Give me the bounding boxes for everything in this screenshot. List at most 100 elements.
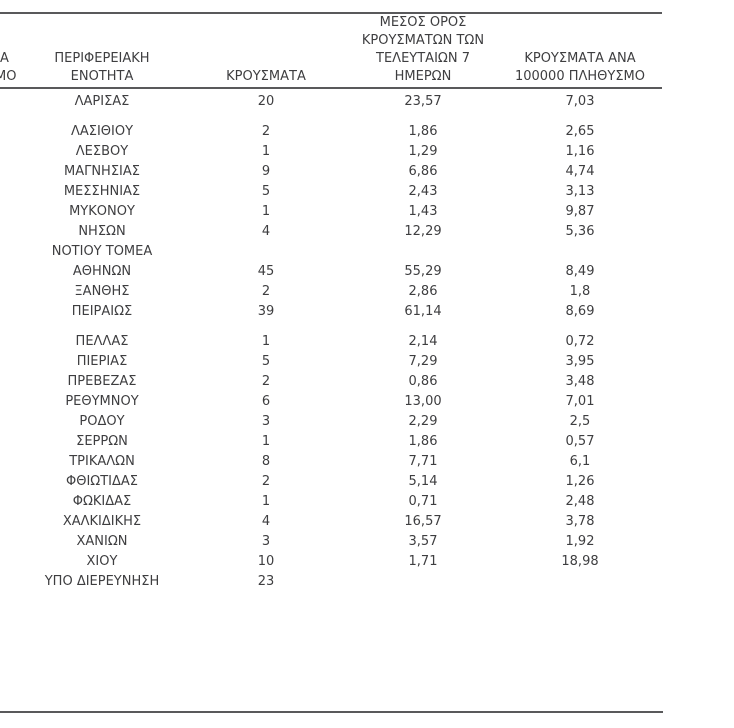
cell-avg7-value: 1,86 (408, 124, 438, 139)
cell-cases-value: 4 (261, 224, 271, 239)
cell-avg7-value: 0,86 (408, 374, 438, 389)
region-name-line: ΛΑΣΙΘΙΟΥ (70, 124, 134, 139)
column-header-cases: ΚΡΟΥΣΜΑΤΑ (216, 68, 316, 86)
table-row: ΠΡΕΒΕΖΑΣ 2 0,86 3,48 (0, 372, 663, 392)
cell-per100k-value: 3,13 (565, 184, 595, 199)
cell-avg7-value: 13,00 (404, 394, 442, 409)
cell-avg7-value: 1,86 (408, 434, 438, 449)
table-row: ΠΙΕΡΙΑΣ 5 7,29 3,95 (0, 352, 663, 372)
table-row: ΠΕΙΡΑΙΩΣ 39 61,14 8,69 (0, 302, 663, 322)
cell-per100k-value: 8,49 (565, 264, 595, 279)
cell-region-name: ΜΑΓΝΗΣΙΑΣ (0, 162, 204, 182)
cell-cases-value: 39 (257, 304, 275, 319)
cell-region-name: ΠΙΕΡΙΑΣ (0, 352, 204, 372)
cell-cases-value: 8 (261, 454, 271, 469)
table-row: ΝΟΤΙΟΥ ΤΟΜΕΑ ΑΘΗΝΩΝ 45 55,29 8,49 (0, 242, 663, 282)
region-name-line: ΡΟΔΟΥ (79, 414, 125, 429)
table-row: ΛΑΣΙΘΙΟΥ 2 1,86 2,65 (0, 122, 663, 142)
cell-avg7-value: 2,43 (408, 184, 438, 199)
column-header-region: ΠΕΡΙΦΕΡΕΙΑΚΗ ΕΝΟΤΗΤΑ (0, 50, 204, 86)
region-name-line: ΜΑΓΝΗΣΙΑΣ (63, 164, 140, 179)
cell-cases-value: 1 (261, 204, 271, 219)
table-bottom-rule (0, 711, 663, 713)
cell-avg7-value: 55,29 (404, 264, 442, 279)
cell-per100k-value: 4,74 (565, 164, 595, 179)
cell-avg7-value: 1,29 (408, 144, 438, 159)
cell-cases-value: 6 (261, 394, 271, 409)
column-header-cases-line-1: ΚΡΟΥΣΜΑΤΑ (226, 69, 306, 84)
cell-cases-value: 10 (257, 554, 275, 569)
cell-per100k-value: 1,92 (565, 534, 595, 549)
cell-region-name: ΛΑΡΙΣΑΣ (0, 92, 204, 112)
cell-cases-value: 1 (261, 144, 271, 159)
table-row: ΧΑΝΙΩΝ 3 3,57 1,92 (0, 532, 663, 552)
cropped-column-header-fragment: Α ΜΟ (0, 50, 19, 86)
cell-avg7-value: 12,29 (404, 224, 442, 239)
cell-avg7-value: 2,14 (408, 334, 438, 349)
table-row: ΞΑΝΘΗΣ 2 2,86 1,8 (0, 282, 663, 302)
cell-avg7-value: 16,57 (404, 514, 442, 529)
cell-avg7-value: 5,14 (408, 474, 438, 489)
cell-per100k-value: 6,1 (569, 454, 591, 469)
cropped-header-line-1: Α (0, 51, 9, 66)
cell-per100k-value: 0,57 (565, 434, 595, 449)
cell-region-name: ΣΕΡΡΩΝ (0, 432, 204, 452)
cell-cases-value: 2 (261, 284, 271, 299)
cell-cases-value: 23 (257, 574, 275, 589)
cell-cases-value: 5 (261, 184, 271, 199)
region-name-line: ΞΑΝΘΗΣ (74, 284, 130, 299)
table-row: ΦΩΚΙΔΑΣ 1 0,71 2,48 (0, 492, 663, 512)
cell-avg7-value: 0,71 (408, 494, 438, 509)
cell-cases-value: 4 (261, 514, 271, 529)
region-name-line: ΠΡΕΒΕΖΑΣ (67, 374, 137, 389)
column-header-avg7-line-3: ΤΕΛΕΥΤΑΙΩΝ 7 (376, 51, 470, 66)
table-row: ΡΕΘΥΜΝΟΥ 6 13,00 7,01 (0, 392, 663, 412)
column-header-per100k: ΚΡΟΥΣΜΑΤΑ ΑΝΑ 100000 ΠΛΗΘΥΣΜΟ (495, 50, 665, 86)
cell-per100k-value: 3,95 (565, 354, 595, 369)
cell-per100k-value: 5,36 (565, 224, 595, 239)
cell-cases-value: 5 (261, 354, 271, 369)
region-name-line: ΧΑΛΚΙΔΙΚΗΣ (62, 514, 142, 529)
table-row: ΝΗΣΩΝ 4 12,29 5,36 (0, 222, 663, 242)
cropped-header-line-2: ΜΟ (0, 69, 17, 84)
column-header-region-line-1: ΠΕΡΙΦΕΡΕΙΑΚΗ (54, 51, 150, 66)
table-row: ΛΕΣΒΟΥ 1 1,29 1,16 (0, 142, 663, 162)
table-row: ΜΑΓΝΗΣΙΑΣ 9 6,86 4,74 (0, 162, 663, 182)
cell-per100k-value: 0,72 (565, 334, 595, 349)
cell-avg7-value: 6,86 (408, 164, 438, 179)
region-name-line: ΝΟΤΙΟΥ ΤΟΜΕΑ (51, 244, 153, 259)
table-row: ΤΡΙΚΑΛΩΝ 8 7,71 6,1 (0, 452, 663, 472)
cell-region-name: ΦΩΚΙΔΑΣ (0, 492, 204, 512)
table-row: ΜΥΚΟΝΟΥ 1 1,43 9,87 (0, 202, 663, 222)
cell-region-name: ΠΡΕΒΕΖΑΣ (0, 372, 204, 392)
table-row: ΥΠΟ ΔΙΕΡΕΥΝΗΣΗ 23 (0, 572, 663, 592)
column-header-region-line-2: ΕΝΟΤΗΤΑ (70, 69, 134, 84)
column-header-avg7: ΜΕΣΟΣ ΟΡΟΣ ΚΡΟΥΣΜΑΤΩΝ ΤΩΝ ΤΕΛΕΥΤΑΙΩΝ 7 Η… (348, 14, 498, 86)
cell-region-name: ΛΕΣΒΟΥ (0, 142, 204, 162)
cell-avg7-value: 7,71 (408, 454, 438, 469)
cell-cases-value: 45 (257, 264, 275, 279)
cell-region-name: ΝΗΣΩΝ (0, 222, 204, 242)
region-name-line: ΛΕΣΒΟΥ (75, 144, 129, 159)
cell-avg7-value: 1,43 (408, 204, 438, 219)
cell-region-name: ΧΙΟΥ (0, 552, 204, 572)
region-name-line: ΜΕΣΣΗΝΙΑΣ (63, 184, 141, 199)
region-name-line: ΜΥΚΟΝΟΥ (69, 204, 135, 219)
region-name-line: ΦΩΚΙΔΑΣ (72, 494, 132, 509)
cell-cases-value: 1 (261, 494, 271, 509)
region-name-line: ΤΡΙΚΑΛΩΝ (69, 454, 135, 469)
region-name-line: ΝΗΣΩΝ (78, 224, 126, 239)
cell-region-name: ΝΟΤΙΟΥ ΤΟΜΕΑ ΑΘΗΝΩΝ (0, 242, 204, 282)
region-name-line: ΣΕΡΡΩΝ (76, 434, 128, 449)
cell-region-name: ΧΑΛΚΙΔΙΚΗΣ (0, 512, 204, 532)
cell-per100k-value: 9,87 (565, 204, 595, 219)
cell-per100k-value: 2,5 (569, 414, 591, 429)
region-name-line: ΧΑΝΙΩΝ (76, 534, 128, 549)
cell-per100k-value: 3,48 (565, 374, 595, 389)
cell-region-name: ΦΘΙΩΤΙΔΑΣ (0, 472, 204, 492)
cell-per100k-value: 18,98 (561, 554, 599, 569)
cell-region-name: ΥΠΟ ΔΙΕΡΕΥΝΗΣΗ (0, 572, 204, 592)
cell-cases-value: 3 (261, 414, 271, 429)
cell-cases-value: 1 (261, 434, 271, 449)
